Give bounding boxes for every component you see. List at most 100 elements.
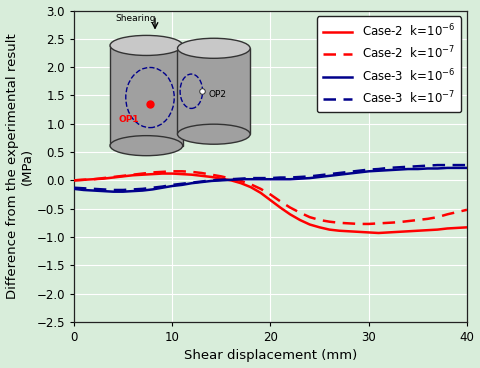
Case-2  k=10$^{-6}$ bbox=[71, 178, 77, 183]
Case-2  k=10$^{-6}$ bbox=[307, 222, 312, 227]
Case-2  k=10$^{-6}$ bbox=[189, 173, 195, 177]
Case-2  k=10$^{-7}$ bbox=[189, 170, 195, 174]
Y-axis label: Difference from the experimental result
(MPa): Difference from the experimental result … bbox=[6, 33, 34, 299]
Case-3  k=10$^{-6}$ bbox=[179, 183, 185, 187]
Case-2  k=10$^{-7}$ bbox=[91, 177, 96, 181]
Case-2  k=10$^{-7}$ bbox=[435, 215, 441, 219]
Case-2  k=10$^{-7}$ bbox=[120, 174, 126, 178]
Case-2  k=10$^{-6}$ bbox=[425, 228, 431, 232]
Case-3  k=10$^{-6}$ bbox=[317, 175, 323, 179]
Case-3  k=10$^{-7}$ bbox=[346, 170, 352, 174]
Case-3  k=10$^{-7}$ bbox=[258, 176, 264, 180]
Line: Case-3  k=10$^{-6}$: Case-3 k=10$^{-6}$ bbox=[74, 168, 467, 192]
Case-3  k=10$^{-7}$ bbox=[336, 171, 342, 175]
Case-3  k=10$^{-6}$ bbox=[454, 166, 460, 170]
Case-3  k=10$^{-6}$ bbox=[218, 178, 224, 183]
Case-2  k=10$^{-7}$ bbox=[179, 169, 185, 173]
Case-2  k=10$^{-6}$ bbox=[464, 225, 470, 230]
Case-3  k=10$^{-6}$ bbox=[385, 168, 391, 172]
Case-2  k=10$^{-7}$ bbox=[366, 222, 372, 226]
Case-3  k=10$^{-6}$ bbox=[464, 166, 470, 170]
Case-2  k=10$^{-7}$ bbox=[396, 220, 401, 224]
Case-3  k=10$^{-6}$ bbox=[130, 189, 136, 193]
Case-2  k=10$^{-7}$ bbox=[405, 219, 411, 223]
Case-2  k=10$^{-6}$ bbox=[356, 230, 362, 234]
Case-2  k=10$^{-6}$ bbox=[297, 218, 303, 222]
Case-2  k=10$^{-7}$ bbox=[356, 222, 362, 226]
Case-3  k=10$^{-7}$ bbox=[169, 183, 175, 187]
Case-3  k=10$^{-6}$ bbox=[405, 167, 411, 171]
Case-3  k=10$^{-6}$ bbox=[100, 189, 106, 193]
Case-2  k=10$^{-6}$ bbox=[238, 181, 244, 185]
Case-3  k=10$^{-7}$ bbox=[396, 165, 401, 170]
Case-3  k=10$^{-6}$ bbox=[287, 177, 293, 181]
Case-2  k=10$^{-6}$ bbox=[366, 230, 372, 235]
Case-2  k=10$^{-6}$ bbox=[100, 176, 106, 181]
Case-2  k=10$^{-7}$ bbox=[218, 174, 224, 178]
Case-3  k=10$^{-7}$ bbox=[366, 167, 372, 172]
Case-2  k=10$^{-7}$ bbox=[464, 208, 470, 212]
Case-3  k=10$^{-7}$ bbox=[81, 186, 86, 191]
Case-2  k=10$^{-6}$ bbox=[454, 226, 460, 230]
Case-3  k=10$^{-6}$ bbox=[169, 184, 175, 188]
Case-2  k=10$^{-6}$ bbox=[444, 226, 450, 231]
Case-3  k=10$^{-6}$ bbox=[71, 187, 77, 191]
Case-3  k=10$^{-7}$ bbox=[238, 176, 244, 181]
Case-2  k=10$^{-6}$ bbox=[346, 229, 352, 234]
Case-3  k=10$^{-7}$ bbox=[326, 172, 332, 176]
Case-2  k=10$^{-6}$ bbox=[110, 175, 116, 180]
Case-3  k=10$^{-6}$ bbox=[81, 188, 86, 192]
Case-2  k=10$^{-7}$ bbox=[444, 212, 450, 216]
Case-2  k=10$^{-6}$ bbox=[228, 178, 234, 183]
Case-3  k=10$^{-7}$ bbox=[356, 169, 362, 173]
Case-2  k=10$^{-7}$ bbox=[150, 170, 156, 175]
Case-2  k=10$^{-7}$ bbox=[317, 218, 323, 222]
Case-3  k=10$^{-6}$ bbox=[366, 169, 372, 173]
Case-2  k=10$^{-6}$ bbox=[396, 230, 401, 234]
Case-2  k=10$^{-7}$ bbox=[336, 220, 342, 225]
Case-2  k=10$^{-7}$ bbox=[81, 178, 86, 182]
Case-3  k=10$^{-7}$ bbox=[91, 187, 96, 191]
Case-3  k=10$^{-6}$ bbox=[258, 177, 264, 181]
X-axis label: Shear displacement (mm): Shear displacement (mm) bbox=[184, 350, 357, 362]
Case-2  k=10$^{-6}$ bbox=[258, 191, 264, 195]
Case-2  k=10$^{-7}$ bbox=[159, 170, 165, 174]
Case-3  k=10$^{-7}$ bbox=[415, 164, 421, 169]
Case-2  k=10$^{-7}$ bbox=[297, 210, 303, 215]
Case-3  k=10$^{-6}$ bbox=[356, 170, 362, 175]
Case-3  k=10$^{-6}$ bbox=[307, 176, 312, 180]
Case-2  k=10$^{-6}$ bbox=[405, 229, 411, 234]
Case-2  k=10$^{-7}$ bbox=[130, 173, 136, 177]
Case-2  k=10$^{-7}$ bbox=[376, 221, 382, 226]
Case-3  k=10$^{-6}$ bbox=[91, 188, 96, 193]
Case-2  k=10$^{-7}$ bbox=[100, 176, 106, 180]
Case-3  k=10$^{-7}$ bbox=[110, 188, 116, 192]
Case-2  k=10$^{-6}$ bbox=[91, 177, 96, 181]
Case-3  k=10$^{-6}$ bbox=[189, 181, 195, 185]
Case-2  k=10$^{-7}$ bbox=[415, 218, 421, 222]
Case-2  k=10$^{-6}$ bbox=[179, 172, 185, 176]
Case-3  k=10$^{-7}$ bbox=[150, 185, 156, 190]
Case-3  k=10$^{-7}$ bbox=[425, 163, 431, 168]
Line: Case-2  k=10$^{-6}$: Case-2 k=10$^{-6}$ bbox=[74, 174, 467, 233]
Case-3  k=10$^{-6}$ bbox=[297, 176, 303, 181]
Line: Case-3  k=10$^{-7}$: Case-3 k=10$^{-7}$ bbox=[74, 165, 467, 190]
Case-3  k=10$^{-7}$ bbox=[199, 179, 204, 184]
Case-2  k=10$^{-6}$ bbox=[317, 225, 323, 230]
Case-3  k=10$^{-7}$ bbox=[317, 173, 323, 177]
Case-2  k=10$^{-7}$ bbox=[277, 199, 283, 204]
Case-2  k=10$^{-7}$ bbox=[385, 220, 391, 225]
Case-2  k=10$^{-7}$ bbox=[307, 215, 312, 219]
Case-2  k=10$^{-6}$ bbox=[376, 231, 382, 235]
Case-3  k=10$^{-7}$ bbox=[297, 175, 303, 179]
Case-3  k=10$^{-6}$ bbox=[326, 174, 332, 178]
Case-3  k=10$^{-6}$ bbox=[209, 179, 215, 183]
Case-3  k=10$^{-6}$ bbox=[346, 171, 352, 176]
Case-3  k=10$^{-6}$ bbox=[110, 190, 116, 194]
Case-3  k=10$^{-6}$ bbox=[425, 166, 431, 171]
Case-3  k=10$^{-7}$ bbox=[120, 188, 126, 192]
Case-3  k=10$^{-6}$ bbox=[199, 180, 204, 184]
Case-2  k=10$^{-6}$ bbox=[336, 229, 342, 233]
Case-2  k=10$^{-6}$ bbox=[209, 175, 215, 179]
Case-2  k=10$^{-7}$ bbox=[287, 205, 293, 210]
